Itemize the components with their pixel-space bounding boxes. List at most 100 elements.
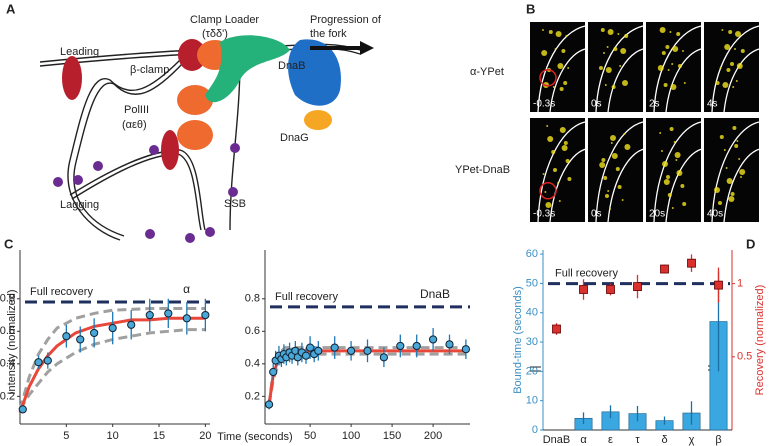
fluorescence-spot: [613, 47, 618, 51]
label: (αεθ): [122, 119, 147, 131]
lagging-strand: [69, 149, 206, 231]
pol-icon: [177, 120, 213, 150]
data-point: [714, 280, 723, 290]
data-point: [606, 285, 615, 294]
fluorescence-spot: [736, 63, 743, 69]
fluorescence-spot: [567, 177, 572, 181]
fluorescence-spot: [728, 30, 733, 34]
data-point: [90, 328, 99, 338]
data-point: [182, 314, 191, 323]
fluorescence-spot: [666, 175, 670, 179]
time-label: 40s: [707, 209, 723, 220]
fluorescence-spot: [546, 125, 549, 127]
x-tick-label: χ: [689, 434, 695, 446]
y-tick-label: 40: [526, 307, 538, 319]
fluorescence-spot: [683, 82, 686, 84]
fluorescence-spot: [624, 34, 629, 38]
fluorescence-spot: [734, 144, 739, 148]
fluorescence-spot: [671, 207, 674, 209]
data-point: [461, 345, 470, 354]
fluorescence-spot: [554, 48, 557, 50]
fluorescence-spot: [557, 63, 564, 69]
fluorescence-spot: [617, 33, 620, 35]
annotation: α: [183, 282, 190, 296]
data-point: [633, 282, 642, 291]
time-label: 4s: [707, 99, 718, 110]
y-tick-label: 0: [532, 424, 538, 436]
fluorescence-spot: [603, 176, 608, 180]
x-tick-label: ε: [608, 434, 613, 446]
fluorescence-spot: [715, 81, 720, 85]
x-tick-label: 150: [383, 430, 401, 442]
fluorescence-spot: [669, 127, 674, 131]
fluorescence-spot: [675, 159, 678, 161]
fluorescence-spot: [719, 67, 722, 69]
fluorescence-spot: [730, 62, 734, 66]
row-label: YPet-DnaB: [455, 164, 510, 176]
fluorescence-spot: [563, 81, 568, 85]
x-tick-label: 10: [107, 430, 119, 442]
fluorescence-spot: [559, 127, 566, 133]
data-point: [76, 335, 85, 344]
fluorescence-spot: [672, 46, 679, 52]
label: Lagging: [60, 199, 99, 211]
time-label: 0s: [591, 99, 602, 110]
y-tick-label: 20: [526, 365, 538, 377]
fluorescence-spot: [610, 135, 616, 141]
cell-outline: [537, 25, 586, 113]
fluorescence-spot: [624, 144, 631, 150]
fluorescence-spot: [606, 46, 609, 48]
time-label: -0.3s: [533, 99, 555, 110]
fluorescence-spot: [601, 158, 606, 162]
fluorescence-spot: [555, 31, 562, 37]
fluorescence-spot: [663, 83, 668, 87]
fluorescence-spot: [544, 191, 547, 193]
cell-outline: [595, 121, 644, 223]
data-point: [445, 340, 454, 349]
fluorescence-spot: [565, 159, 570, 163]
data-point: [201, 310, 210, 320]
fluorescence-spot: [674, 152, 681, 158]
fluorescence-spot: [657, 65, 664, 71]
diagram-a: A Clamp Loader (τδδ') Progression of the…: [6, 1, 382, 243]
fluorescence-spot: [561, 145, 568, 151]
y2-tick-label: 1: [737, 278, 743, 290]
fluorescence-spot: [725, 167, 728, 169]
y-tick-label: 0.4: [245, 358, 260, 370]
axis-break: [530, 365, 726, 372]
y-tick-label: 60: [526, 248, 538, 260]
panel-letter: A: [6, 1, 16, 16]
fluorescence-spot: [663, 179, 670, 185]
data-point: [314, 346, 323, 355]
fluorescence-spot: [676, 170, 683, 176]
fluorescence-spot: [611, 153, 618, 159]
data-point: [108, 323, 117, 333]
fluorescence-spot: [617, 185, 622, 189]
row-label: α-YPet: [470, 66, 504, 78]
data-point: [265, 400, 274, 409]
label: Clamp Loader: [190, 14, 259, 26]
fluorescence-spot: [738, 158, 741, 160]
fluorescence-spot: [735, 80, 738, 82]
highlight: [539, 69, 557, 87]
cell-outline: [711, 121, 760, 223]
fluorescence-spot: [609, 208, 611, 210]
x-tick-label: α: [580, 434, 587, 446]
data-point: [412, 341, 421, 351]
fluorescence-spot: [736, 140, 739, 142]
reference-label: Full recovery: [30, 286, 93, 298]
cell-outline: [653, 25, 702, 113]
ssb-icons: [53, 143, 240, 243]
x-tick-label: δ: [661, 434, 667, 446]
y-tick-label: 0.4: [0, 358, 15, 370]
x-tick-label: 200: [424, 430, 442, 442]
micrograph: [704, 118, 759, 222]
fluorescence-spot: [735, 31, 741, 37]
data-point: [306, 343, 315, 352]
micrograph: [646, 118, 701, 222]
label: PolIII: [124, 104, 149, 116]
fluorescence-spot: [599, 162, 606, 168]
fluorescence-spot: [662, 161, 668, 167]
fluorescence-spot: [553, 168, 557, 172]
data-point: [62, 332, 71, 341]
